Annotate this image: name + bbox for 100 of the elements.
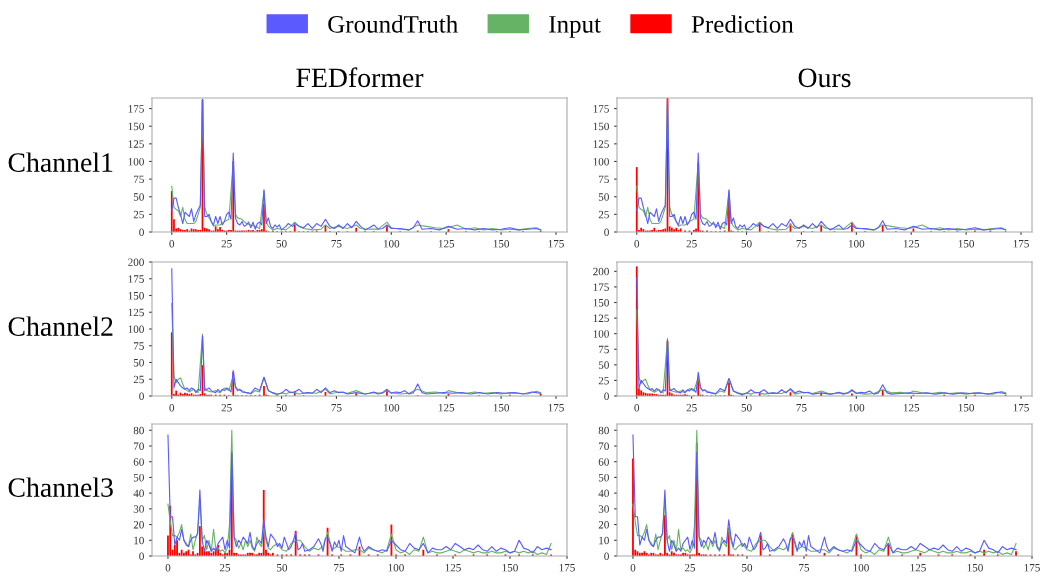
y-tick-label: 200 <box>128 258 144 266</box>
y-tick-label: 0 <box>604 228 609 236</box>
x-tick-label: 25 <box>221 403 232 412</box>
x-tick-label: 100 <box>383 239 400 248</box>
x-tick-label: 75 <box>331 404 342 412</box>
legend-label: Prediction <box>691 15 794 33</box>
x-tick-label: 0 <box>169 403 175 412</box>
x-tick-label: 0 <box>169 239 175 248</box>
x-tick-label: 25 <box>686 239 697 248</box>
y-tick-label: 20 <box>133 521 144 529</box>
y-tick-label: 50 <box>133 473 144 482</box>
y-tick-label: 0 <box>139 228 144 236</box>
y-tick-label: 150 <box>593 298 609 307</box>
x-tick-label: 50 <box>277 563 288 572</box>
y-tick-label: 125 <box>593 140 609 148</box>
y-tick-label: 60 <box>133 458 144 466</box>
x-tick-label: 175 <box>1013 240 1029 248</box>
x-tick-label: 175 <box>548 240 564 248</box>
x-tick-label: 125 <box>438 239 455 248</box>
x-tick-label: 150 <box>502 563 518 572</box>
y-tick-label: 200 <box>593 267 609 276</box>
y-tick-label: 80 <box>133 426 144 435</box>
y-axis-title: Channel2 <box>8 316 113 336</box>
x-tick-label: 150 <box>493 403 510 412</box>
x-tick-label: 25 <box>221 239 232 248</box>
y-tick-label: 25 <box>133 375 144 384</box>
y-tick-label: 100 <box>128 157 144 166</box>
y-tick-label: 175 <box>128 275 144 283</box>
y-tick-label: 40 <box>598 489 609 498</box>
y-tick-label: 75 <box>133 175 144 184</box>
y-tick-label: 125 <box>593 314 609 323</box>
x-tick-label: 25 <box>219 563 231 572</box>
y-tick-label: 100 <box>593 157 609 166</box>
x-tick-label: 125 <box>903 403 920 412</box>
x-tick-label: 75 <box>334 564 345 572</box>
x-tick-label: 0 <box>165 563 171 572</box>
x-tick-label: 50 <box>741 403 752 412</box>
y-tick-label: 60 <box>598 458 609 466</box>
x-tick-label: 150 <box>958 403 975 412</box>
x-tick-label: 100 <box>383 403 400 412</box>
x-tick-label: 25 <box>684 563 696 572</box>
x-tick-label: 125 <box>910 563 926 572</box>
y-tick-label: 0 <box>139 392 144 400</box>
y-tick-label: 75 <box>598 345 609 354</box>
x-tick-label: 75 <box>799 564 810 572</box>
x-tick-label: 75 <box>796 404 807 412</box>
x-tick-label: 75 <box>331 240 342 248</box>
y-tick-label: 100 <box>593 330 609 338</box>
y-tick-label: 125 <box>128 308 144 317</box>
x-tick-label: 0 <box>634 239 640 248</box>
y-tick-label: 0 <box>139 552 144 560</box>
y-tick-label: 70 <box>133 442 144 450</box>
y-tick-label: 10 <box>599 536 609 545</box>
y-tick-label: 150 <box>128 122 144 131</box>
y-tick-label: 175 <box>128 105 144 113</box>
x-tick-label: 125 <box>445 563 461 572</box>
y-axis-title: Channel3 <box>8 477 113 497</box>
x-tick-label: 50 <box>276 403 287 412</box>
y-tick-label: 40 <box>133 489 144 498</box>
x-tick-label: 175 <box>548 404 564 412</box>
x-tick-label: 50 <box>276 239 287 248</box>
y-axis-title: Channel1 <box>8 152 113 172</box>
y-tick-label: 25 <box>598 210 609 219</box>
x-tick-label: 25 <box>686 403 697 412</box>
x-tick-label: 100 <box>848 239 865 248</box>
y-tick-label: 150 <box>128 291 144 300</box>
x-tick-label: 150 <box>967 563 983 572</box>
y-tick-label: 125 <box>128 140 144 148</box>
x-tick-label: 175 <box>559 564 575 572</box>
y-tick-label: 75 <box>598 175 609 184</box>
y-tick-label: 30 <box>598 505 609 513</box>
y-tick-label: 0 <box>604 552 609 560</box>
y-tick-label: 50 <box>133 358 144 367</box>
y-tick-label: 0 <box>604 392 609 400</box>
y-tick-label: 50 <box>133 193 144 201</box>
x-tick-label: 100 <box>853 563 869 572</box>
y-tick-label: 175 <box>593 105 609 113</box>
y-tick-label: 20 <box>598 521 609 529</box>
x-tick-label: 0 <box>630 563 636 572</box>
y-tick-label: 30 <box>133 505 144 513</box>
chart-title: Ours <box>798 68 851 88</box>
y-tick-label: 50 <box>598 361 609 369</box>
y-tick-label: 70 <box>598 442 609 450</box>
x-tick-label: 150 <box>958 239 975 248</box>
x-tick-label: 125 <box>438 403 455 412</box>
y-tick-label: 80 <box>598 426 609 435</box>
x-tick-label: 175 <box>1024 564 1040 572</box>
y-tick-label: 10 <box>134 536 144 545</box>
x-tick-label: 175 <box>1013 404 1029 412</box>
x-tick-label: 75 <box>796 240 807 248</box>
y-tick-label: 175 <box>593 283 609 291</box>
legend-label: Input <box>549 16 601 38</box>
legend-label: GroundTruth <box>328 15 458 33</box>
x-tick-label: 150 <box>493 239 510 248</box>
x-tick-label: 125 <box>903 239 920 248</box>
y-tick-label: 25 <box>598 376 609 385</box>
y-tick-label: 50 <box>598 473 609 482</box>
y-tick-label: 75 <box>133 342 144 350</box>
x-tick-label: 100 <box>848 403 865 412</box>
y-tick-label: 25 <box>133 210 144 219</box>
